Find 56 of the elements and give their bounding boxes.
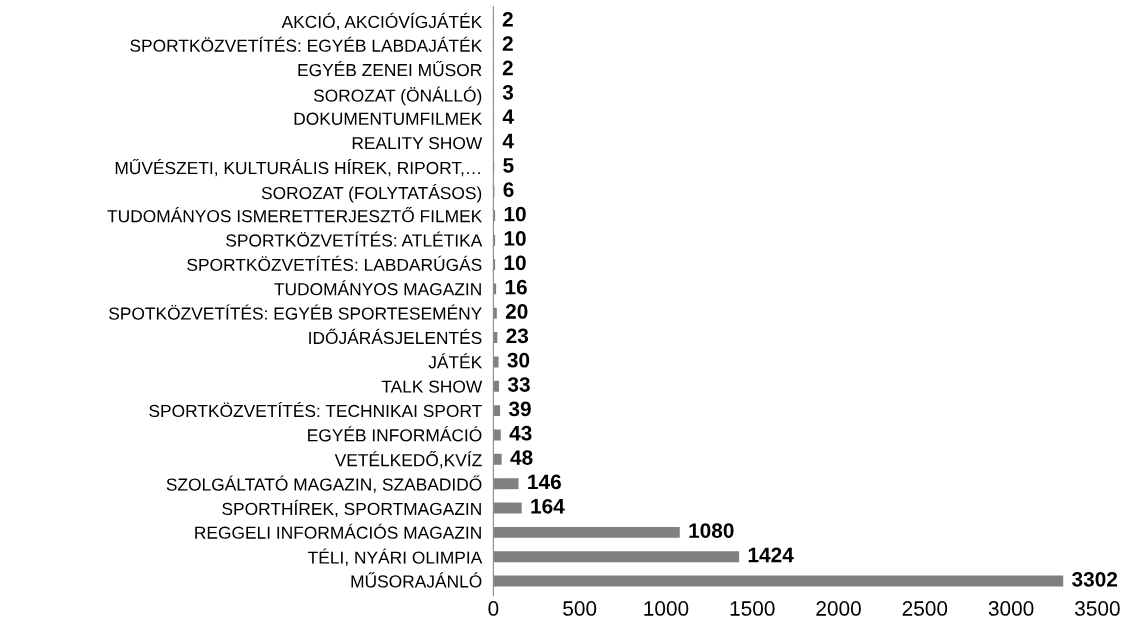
y-tick-label: DOKUMENTUMFILMEK <box>294 112 483 125</box>
y-tick-label: TUDOMÁNYOS ISMERETTERJESZTŐ FILMEK <box>107 207 483 223</box>
y-tick-label: VETÉLKEDŐ,KVÍZ <box>334 451 482 469</box>
y-tick-label: REGGELI INFORMÁCIÓS MAGAZIN <box>195 523 481 539</box>
x-tick-label: 0 <box>488 601 499 616</box>
data-label: 30 <box>507 352 530 368</box>
y-tick-label: SPORTKÖZVETÍTÉS: EGYÉB LABDAJÁTÉK <box>130 36 483 52</box>
x-tick-label: 3000 <box>988 601 1034 616</box>
y-tick-label: SOROZAT (FOLYTATÁSOS) <box>261 183 482 203</box>
data-label: 16 <box>505 279 527 295</box>
data-label: 4 <box>502 109 514 124</box>
y-tick-label: SPORTHÍREK, SPORTMAGAZIN <box>222 499 481 518</box>
x-tick-label: 2000 <box>816 601 861 616</box>
y-tick-label: SPORTKÖZVETÍTÉS: ATLÉTIKA <box>226 231 483 247</box>
y-tick-label: TÉLI, NYÁRI OLIMPIA <box>308 548 483 566</box>
y-tick-label: SZOLGÁLTATÓ MAGAZIN, SZABADIDŐ <box>166 475 482 493</box>
data-label: 1424 <box>748 547 794 563</box>
data-label: 23 <box>506 328 529 344</box>
x-tick-label: 3500 <box>1075 601 1120 616</box>
y-tick-label: AKCIÓ, AKCIÓVÍGJÁTÉK <box>281 12 483 31</box>
y-tick-label: TUDOMÁNYOS MAGAZIN <box>274 280 481 296</box>
data-label: 2 <box>502 60 513 76</box>
data-label: 20 <box>505 304 528 319</box>
data-label: 33 <box>507 377 530 392</box>
y-tick-label: EGYÉB INFORMÁCIÓ <box>308 426 482 442</box>
y-tick-label: REALITY SHOW <box>352 136 483 150</box>
y-tick-label: MŰVÉSZETI, KULTURÁLIS HÍREK, RIPORT,… <box>115 158 480 177</box>
data-label: 39 <box>508 401 531 417</box>
data-label: 10 <box>504 255 526 271</box>
data-label: 146 <box>528 474 561 490</box>
x-tick-label: 1000 <box>644 601 689 616</box>
x-tick-label: 2500 <box>902 601 948 616</box>
y-tick-label: IDŐJÁRÁSJELENTÉS <box>309 328 482 345</box>
y-tick-label: SPORTKÖZVETÍTÉS: LABDARÚGÁS <box>187 255 482 272</box>
y-tick-label: SPOTKÖZVETÍTÉS: EGYÉB SPORTESEMÉNY <box>109 304 482 320</box>
data-label: 10 <box>504 231 526 246</box>
y-tick-label: EGYÉB ZENEI MŰSOR <box>298 60 482 77</box>
y-tick-label: SOROZAT (ÖNÁLLÓ) <box>313 86 482 106</box>
data-label: 164 <box>531 498 565 514</box>
data-label: 1080 <box>689 523 734 538</box>
x-tick-label: 1500 <box>730 601 775 616</box>
data-label: 10 <box>504 206 526 222</box>
data-label: 43 <box>509 425 532 441</box>
data-label: 3302 <box>1072 571 1118 587</box>
data-label: 6 <box>503 182 514 198</box>
data-label: 5 <box>503 158 514 173</box>
data-label: 2 <box>502 36 513 51</box>
data-label: 2 <box>502 11 513 27</box>
x-tick-label: 500 <box>563 601 597 616</box>
data-label: 4 <box>502 133 514 149</box>
y-tick-label: JÁTÉK <box>428 353 483 369</box>
y-tick-label: SPORTKÖZVETÍTÉS: TECHNIKAI SPORT <box>149 401 482 418</box>
y-tick-label: TALK SHOW <box>381 380 483 393</box>
data-label: 48 <box>510 450 533 465</box>
y-tick-label: MŰSORAJÁNLÓ <box>351 572 482 588</box>
data-label: 3 <box>502 84 514 100</box>
